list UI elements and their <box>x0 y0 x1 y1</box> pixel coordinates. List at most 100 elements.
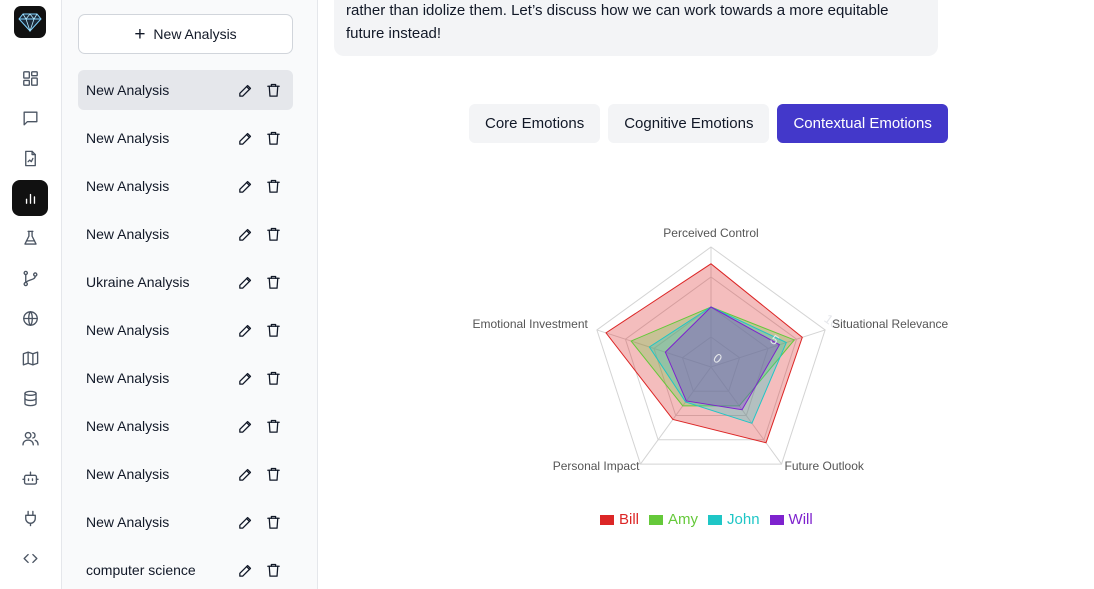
analysis-list-item[interactable]: New Analysis <box>78 502 293 542</box>
analysis-list-item[interactable]: New Analysis <box>78 310 293 350</box>
radar-axis-label: Perceived Control <box>663 226 758 240</box>
analysis-list: New Analysis New Analysis New Analysis New … <box>78 70 293 589</box>
database-icon <box>23 390 37 406</box>
legend-item-john[interactable]: John <box>708 511 760 528</box>
analysis-item-label: New Analysis <box>86 226 170 242</box>
delete-trash-icon[interactable] <box>264 465 282 483</box>
chart-icon <box>25 193 35 204</box>
analysis-nav-button[interactable] <box>12 180 48 216</box>
delete-trash-icon[interactable] <box>264 369 282 387</box>
delete-trash-icon[interactable] <box>264 561 282 579</box>
branch-nav-button[interactable] <box>12 260 48 296</box>
plugin-nav-button[interactable] <box>12 500 48 536</box>
flask-icon <box>23 230 37 245</box>
database-nav-button[interactable] <box>12 380 48 416</box>
analysis-item-label: New Analysis <box>86 82 170 98</box>
radar-grid-ring <box>624 276 798 441</box>
delete-trash-icon[interactable] <box>264 177 282 195</box>
tab-core-emotions[interactable]: Core Emotions <box>469 104 601 143</box>
delete-trash-icon[interactable] <box>264 129 282 147</box>
analysis-item-label: New Analysis <box>86 514 170 530</box>
analysis-list-item[interactable]: New Analysis <box>78 358 293 398</box>
radar-series-bill <box>605 263 803 444</box>
legend-label: Will <box>788 511 813 528</box>
edit-pencil-icon[interactable] <box>236 561 254 579</box>
app-logo[interactable] <box>14 6 46 38</box>
tab-contextual-emotions[interactable]: Contextual Emotions <box>777 104 948 143</box>
radar-grid-ring <box>681 336 741 392</box>
legend-item-amy[interactable]: Amy <box>649 511 698 528</box>
edit-pencil-icon[interactable] <box>236 465 254 483</box>
edit-pencil-icon[interactable] <box>236 417 254 435</box>
radar-series-will <box>664 306 781 411</box>
edit-pencil-icon[interactable] <box>236 321 254 339</box>
radar-axis-label: Future Outlook <box>785 459 865 473</box>
map-icon <box>22 350 38 366</box>
radar-grid-ring <box>596 246 826 465</box>
diamond-logo-icon <box>18 13 42 32</box>
delete-trash-icon[interactable] <box>264 321 282 339</box>
bot-icon <box>21 470 39 485</box>
emotion-tabs: Core Emotions Cognitive Emotions Context… <box>469 104 948 143</box>
tab-cognitive-emotions[interactable]: Cognitive Emotions <box>608 104 770 143</box>
radar-spoke <box>710 366 782 465</box>
edit-pencil-icon[interactable] <box>236 513 254 531</box>
globe-nav-button[interactable] <box>12 300 48 336</box>
legend-swatch <box>600 514 614 525</box>
new-analysis-button[interactable]: + New Analysis <box>78 14 293 54</box>
legend-swatch <box>769 514 784 525</box>
edit-pencil-icon[interactable] <box>236 273 254 291</box>
legend-label: Amy <box>668 511 699 528</box>
radar-axis-label: Emotional Investment <box>472 317 588 331</box>
analysis-list-item[interactable]: computer science <box>78 550 293 589</box>
lab-nav-button[interactable] <box>12 220 48 256</box>
radar-axis-label: Situational Relevance <box>832 317 948 331</box>
analysis-item-label: New Analysis <box>86 370 170 386</box>
analysis-item-label: Ukraine Analysis <box>86 274 190 290</box>
radar-tick-label: 10 <box>822 311 843 332</box>
analysis-list-item[interactable]: New Analysis <box>78 214 293 254</box>
message-line-2: future instead! <box>346 25 442 42</box>
legend-item-bill[interactable]: Bill <box>600 511 639 528</box>
edit-pencil-icon[interactable] <box>236 129 254 147</box>
git-branch-icon <box>22 270 38 286</box>
edit-pencil-icon[interactable] <box>236 177 254 195</box>
delete-trash-icon[interactable] <box>264 273 282 291</box>
new-analysis-label: New Analysis <box>153 26 237 42</box>
analysis-item-label: computer science <box>86 562 196 578</box>
icon-rail <box>0 0 62 589</box>
code-nav-button[interactable] <box>12 540 48 576</box>
chat-icon <box>22 110 38 126</box>
analysis-list-item[interactable]: New Analysis <box>78 70 293 110</box>
delete-trash-icon[interactable] <box>264 81 282 99</box>
analysis-list-item[interactable]: Ukraine Analysis <box>78 262 293 302</box>
legend-swatch <box>708 514 723 525</box>
map-nav-button[interactable] <box>12 340 48 376</box>
analysis-list-item[interactable]: New Analysis <box>78 454 293 494</box>
edit-pencil-icon[interactable] <box>236 225 254 243</box>
delete-trash-icon[interactable] <box>264 417 282 435</box>
users-nav-button[interactable] <box>12 420 48 456</box>
analysis-item-label: New Analysis <box>86 418 170 434</box>
users-icon <box>21 431 39 446</box>
edit-pencil-icon[interactable] <box>236 81 254 99</box>
legend-item-will[interactable]: Will <box>769 511 813 528</box>
bot-nav-button[interactable] <box>12 460 48 496</box>
legend-label: John <box>727 511 760 528</box>
dashboard-nav-button[interactable] <box>12 60 48 96</box>
chat-nav-button[interactable] <box>12 100 48 136</box>
assistant-message: rather than idolize them. Let’s discuss … <box>334 0 938 56</box>
legend-swatch <box>649 514 664 525</box>
globe-icon <box>22 310 38 326</box>
analysis-item-label: New Analysis <box>86 322 170 338</box>
radar-spoke <box>596 329 712 368</box>
delete-trash-icon[interactable] <box>264 225 282 243</box>
analysis-list-item[interactable]: New Analysis <box>78 166 293 206</box>
radar-spoke <box>640 366 712 465</box>
analysis-list-item[interactable]: New Analysis <box>78 118 293 158</box>
plug-icon <box>24 510 36 526</box>
analysis-list-item[interactable]: New Analysis <box>78 406 293 446</box>
document-nav-button[interactable] <box>12 140 48 176</box>
edit-pencil-icon[interactable] <box>236 369 254 387</box>
delete-trash-icon[interactable] <box>264 513 282 531</box>
